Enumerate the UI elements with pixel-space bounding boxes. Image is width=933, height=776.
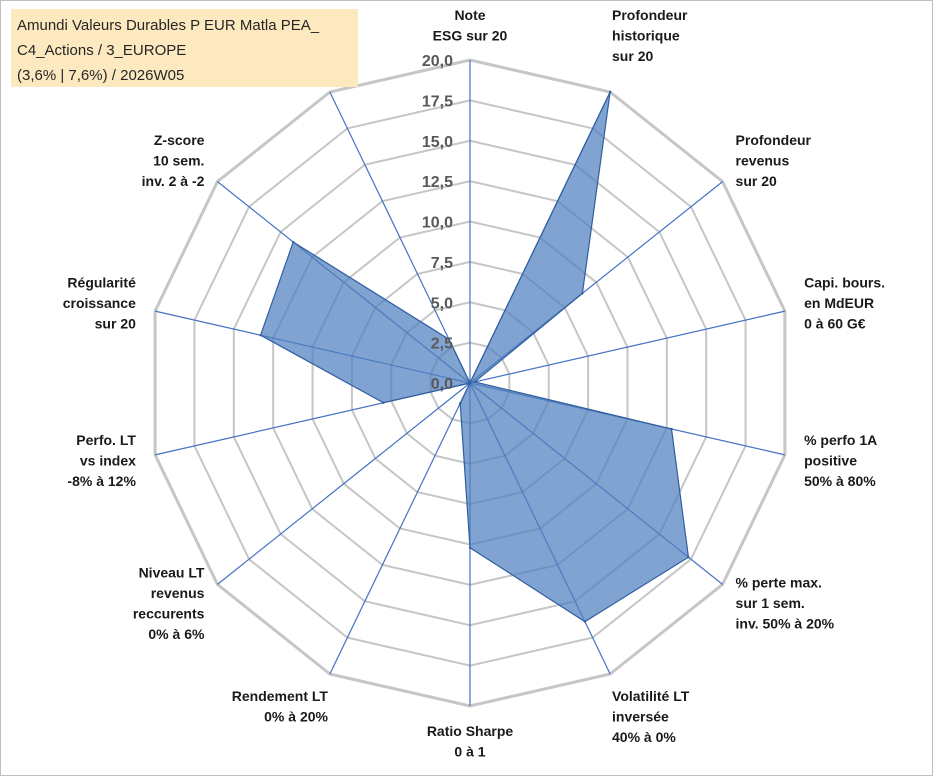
category-label-9: Niveau LT revenus reccurents 0% à 6% bbox=[133, 564, 205, 642]
data-point bbox=[458, 402, 462, 405]
category-label-line: revenus bbox=[736, 152, 790, 168]
category-label-line: sur 20 bbox=[736, 173, 777, 189]
category-label-4: % perfo 1A positive 50% à 80% bbox=[804, 432, 877, 489]
category-label-line: Capi. bours. bbox=[804, 274, 885, 290]
data-point bbox=[382, 401, 385, 404]
category-label-line: positive bbox=[804, 453, 857, 469]
radial-axis-ticks: 0,0 2,5 5,0 7,5 10,0 12,5 15,0 17,5 20,0 bbox=[422, 53, 453, 393]
category-label-line: 0 à 60 G€ bbox=[804, 315, 866, 331]
category-label-10: Perfo. LT vs index -8% à 12% bbox=[67, 432, 136, 489]
axis-tick-label: 20,0 bbox=[422, 53, 453, 70]
category-label-line: sur 20 bbox=[95, 315, 136, 331]
category-label-11: Régularité croissance sur 20 bbox=[63, 274, 136, 331]
category-label-line: en MdEUR bbox=[804, 295, 874, 311]
category-label-line: 0% à 6% bbox=[148, 626, 205, 642]
category-label-line: 10 sem. bbox=[153, 152, 204, 168]
category-label-line: Volatilité LT bbox=[612, 688, 690, 704]
data-point bbox=[468, 546, 472, 549]
data-point bbox=[670, 427, 673, 431]
axis-tick-label: 5,0 bbox=[431, 295, 453, 312]
category-label-line: 40% à 0% bbox=[612, 729, 676, 745]
category-label-line: vs index bbox=[80, 453, 136, 469]
category-label-line: 0 à 1 bbox=[454, 744, 485, 760]
category-label-line: Rendement LT bbox=[232, 688, 329, 704]
category-label-line: inv. 2 à -2 bbox=[142, 173, 205, 189]
axis-spoke-9 bbox=[217, 382, 471, 585]
category-label-line: Niveau LT bbox=[139, 564, 205, 580]
category-label-line: revenus bbox=[151, 585, 205, 601]
category-label-1: Profondeur historique sur 20 bbox=[612, 7, 688, 64]
category-label-line: ESG sur 20 bbox=[433, 28, 508, 44]
data-point bbox=[583, 620, 587, 623]
category-label-line: Ratio Sharpe bbox=[427, 723, 514, 739]
title-line-3: (3,6% | 7,6%) / 2026W05 bbox=[17, 67, 185, 84]
category-label-6: Volatilité LT inversée 40% à 0% bbox=[612, 688, 690, 745]
data-point bbox=[447, 338, 451, 341]
category-label-5: % perte max. sur 1 sem. inv. 50% à 20% bbox=[736, 575, 835, 632]
category-label-line: inv. 50% à 20% bbox=[736, 616, 835, 632]
axis-tick-label: 10,0 bbox=[422, 215, 453, 232]
category-label-line: % perte max. bbox=[736, 575, 822, 591]
category-label-12: Z-score 10 sem. inv. 2 à -2 bbox=[142, 132, 205, 189]
axis-spoke-13 bbox=[329, 91, 471, 384]
category-label-line: Note bbox=[454, 7, 485, 23]
category-label-3: Capi. bours. en MdEUR 0 à 60 G€ bbox=[804, 274, 885, 331]
title-line-2: C4_Actions / 3_EUROPE bbox=[17, 42, 187, 59]
axis-tick-label: 12,5 bbox=[422, 174, 453, 191]
category-label-line: 0% à 20% bbox=[264, 708, 328, 724]
category-label-2: Profondeur revenus sur 20 bbox=[736, 132, 812, 189]
category-label-line: reccurents bbox=[133, 605, 205, 621]
axis-spoke-8 bbox=[329, 382, 471, 675]
axis-tick-label: 2,5 bbox=[431, 336, 453, 353]
category-label-line: Profondeur bbox=[736, 132, 812, 148]
chart-title: Amundi Valeurs Durables P EUR Matla PEA_… bbox=[11, 9, 358, 87]
axis-tick-label: 17,5 bbox=[422, 93, 453, 110]
axis-tick-label: 15,0 bbox=[422, 134, 453, 151]
axis-spoke-3 bbox=[469, 310, 786, 384]
category-label-line: inversée bbox=[612, 708, 669, 724]
data-point bbox=[608, 90, 612, 94]
category-label-line: 50% à 80% bbox=[804, 473, 876, 489]
category-label-line: Perfo. LT bbox=[76, 432, 136, 448]
axis-tick-label: 0,0 bbox=[431, 376, 453, 393]
data-point bbox=[687, 555, 690, 559]
category-label-line: historique bbox=[612, 28, 680, 44]
title-line-1: Amundi Valeurs Durables P EUR Matla PEA_ bbox=[17, 17, 320, 34]
category-label-line: sur 1 sem. bbox=[736, 595, 805, 611]
data-point bbox=[259, 334, 262, 337]
category-label-line: Profondeur bbox=[612, 7, 688, 23]
category-label-7: Ratio Sharpe 0 à 1 bbox=[427, 723, 514, 760]
data-point bbox=[473, 380, 476, 384]
category-label-line: croissance bbox=[63, 295, 136, 311]
category-label-line: Régularité bbox=[67, 274, 136, 290]
category-label-line: sur 20 bbox=[612, 48, 653, 64]
category-label-line: Z-score bbox=[154, 132, 205, 148]
axis-tick-label: 7,5 bbox=[431, 255, 453, 272]
radar-plot bbox=[259, 90, 690, 623]
category-label-line: % perfo 1A bbox=[804, 432, 877, 448]
data-point bbox=[468, 381, 472, 385]
category-label-8: Rendement LT 0% à 20% bbox=[232, 688, 329, 725]
data-series-area bbox=[259, 91, 690, 623]
category-label-0: Note ESG sur 20 bbox=[433, 7, 508, 44]
category-label-line: -8% à 12% bbox=[67, 473, 136, 489]
data-point bbox=[581, 292, 584, 295]
data-point bbox=[292, 240, 295, 244]
